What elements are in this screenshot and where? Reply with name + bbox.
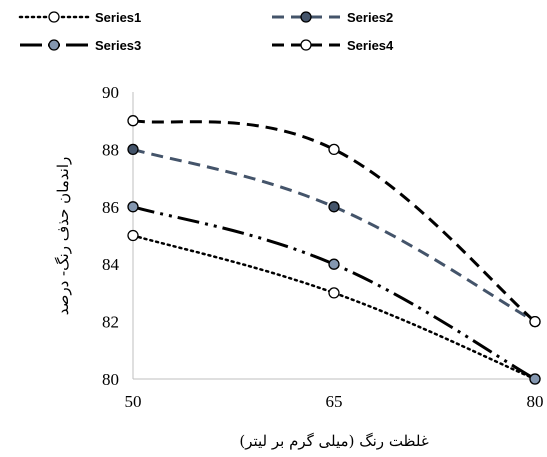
legend-marker-series2 (300, 11, 312, 23)
legend-marker-series3 (48, 39, 60, 51)
x-tick-label: 80 (527, 392, 544, 411)
x-tick-label: 65 (326, 392, 343, 411)
data-point-series3 (127, 201, 139, 213)
y-tick-label: 82 (102, 313, 119, 332)
data-point-series4 (328, 143, 340, 156)
series-line-series4 (132, 119, 536, 323)
y-tick-label: 84 (102, 255, 120, 274)
axes (132, 92, 535, 380)
legend-label-series3: Series3 (95, 38, 141, 53)
legend-marker-series1 (48, 11, 60, 23)
data-point-series2 (127, 143, 139, 156)
data-point-series2 (328, 201, 340, 213)
data-point-series3 (328, 258, 340, 270)
x-axis-title: (میلی گرم بر لیتر) غلظت رنگ (239, 432, 428, 450)
y-tick-labels: 80 82 84 86 88 90 (102, 83, 120, 389)
data-point-series4 (127, 115, 139, 127)
legend: Series1 Series2 Series3 Series4 (18, 10, 394, 53)
legend-marker-series4 (300, 39, 312, 51)
series-markers (127, 115, 541, 385)
y-axis-title: راندمان حذف رنگ- درصد (54, 157, 72, 316)
data-point-series1 (328, 287, 340, 299)
y-tick-label: 90 (102, 83, 119, 102)
series-line-series1 (131, 234, 537, 381)
series-lines (131, 119, 537, 381)
data-point-series1 (127, 229, 139, 242)
data-point-series4 (529, 315, 541, 328)
y-tick-label: 86 (102, 198, 119, 217)
data-point-series3 (529, 373, 541, 385)
legend-label-series2: Series2 (347, 10, 393, 25)
series-line-series3 (132, 205, 536, 381)
y-tick-label: 88 (102, 140, 119, 159)
x-tick-labels: 50 65 80 (125, 392, 544, 411)
y-tick-label: 80 (102, 370, 119, 389)
legend-label-series1: Series1 (95, 10, 141, 25)
x-tick-label: 50 (125, 392, 142, 411)
legend-label-series4: Series4 (347, 38, 394, 53)
